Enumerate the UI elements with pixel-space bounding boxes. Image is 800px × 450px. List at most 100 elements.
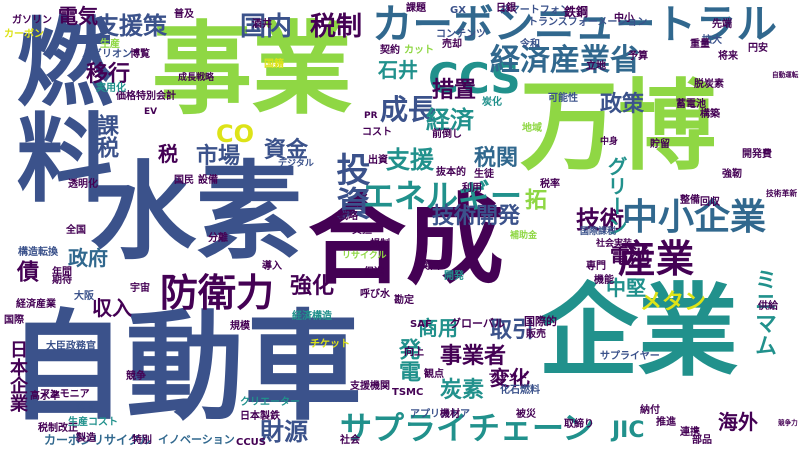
cloud-word: 向上: [404, 347, 424, 358]
cloud-word: ガソリン: [12, 15, 52, 26]
cloud-word: 地域: [522, 123, 542, 134]
cloud-word: TSMC: [392, 387, 424, 398]
cloud-word: 生徒: [474, 169, 494, 180]
cloud-word: EV: [144, 107, 158, 117]
cloud-word: CO: [216, 120, 255, 148]
cloud-word: 特別: [132, 435, 152, 446]
cloud-word: JIC: [612, 418, 645, 443]
cloud-word: 酒井: [252, 19, 272, 30]
cloud-word: 抜本的: [436, 167, 466, 178]
cloud-word: 強靭: [722, 169, 742, 180]
cloud-word: 分離: [208, 233, 228, 244]
cloud-word: 前倒し: [432, 129, 462, 140]
cloud-word: 事業者: [440, 344, 507, 369]
cloud-word: 成長: [380, 93, 437, 126]
cloud-word: 国民: [174, 175, 194, 186]
cloud-word: 博覧: [130, 49, 150, 60]
cloud-word: 供給: [758, 301, 778, 312]
cloud-word: 被災: [516, 409, 536, 420]
cloud-word: 自動車: [8, 298, 363, 436]
cloud-word: 実用化: [96, 83, 126, 94]
cloud-word: グリーン: [604, 156, 628, 236]
cloud-word: 補助金: [510, 231, 538, 241]
cloud-word: 導入: [262, 261, 282, 272]
cloud-word: 財源: [260, 418, 308, 446]
cloud-word: 機能: [594, 275, 614, 286]
cloud-word: サプライチェーン: [340, 409, 595, 447]
cloud-word: 競争力: [778, 419, 798, 427]
cloud-word: 化石燃料: [500, 385, 540, 396]
cloud-word: 経済産業: [16, 299, 56, 310]
cloud-word: 税制改正: [38, 423, 78, 434]
cloud-word: 令和: [520, 39, 540, 50]
cloud-word: 規模: [230, 321, 250, 332]
cloud-word: 社会: [340, 435, 360, 446]
cloud-word: 専門: [586, 261, 606, 272]
cloud-word: GX: [450, 5, 466, 16]
cloud-word: 技術開発: [432, 204, 521, 229]
cloud-word: 産業: [618, 237, 695, 281]
cloud-word: 販売: [526, 329, 546, 340]
cloud-word: 経済産業省: [490, 43, 640, 78]
cloud-word: 市場: [196, 144, 241, 169]
cloud-word: 鉄鋼: [564, 5, 589, 19]
cloud-word: 万博: [520, 70, 717, 184]
cloud-word: 観点: [424, 369, 444, 380]
cloud-word: 大臣政務官: [46, 341, 96, 352]
cloud-word: 拡大: [702, 35, 722, 46]
cloud-word: 成長戦略: [178, 73, 215, 83]
cloud-word: 開発: [444, 271, 464, 282]
cloud-word: サプライヤー: [600, 351, 660, 362]
cloud-word: グローバル: [450, 317, 505, 330]
cloud-word: ファンド: [488, 373, 528, 384]
cloud-word: コスト: [362, 127, 392, 138]
cloud-word: 合成: [308, 184, 505, 298]
cloud-word: 日銀: [496, 3, 516, 14]
cloud-word: 円安: [748, 43, 768, 54]
cloud-word: 中小: [614, 13, 634, 24]
cloud-word: CCUS: [236, 437, 266, 448]
cloud-word: 電池: [610, 244, 650, 268]
cloud-word: 出資: [368, 155, 388, 166]
cloud-word: 拓: [521, 188, 546, 210]
cloud-word: 税制: [310, 12, 363, 42]
cloud-word: トランスフォーメーション: [528, 17, 648, 28]
cloud-word: 経済: [426, 106, 474, 134]
cloud-word: 負担: [352, 225, 372, 236]
cloud-word: 透明化: [68, 179, 98, 190]
cloud-word: 取締り: [564, 419, 594, 430]
cloud-word: 勘定: [394, 295, 414, 306]
cloud-word: 国際課税: [580, 227, 617, 237]
cloud-word: 国際: [4, 315, 24, 326]
cloud-word: 政策: [600, 92, 645, 117]
cloud-word: 社会実装: [596, 239, 633, 249]
cloud-word: 債: [13, 260, 38, 282]
cloud-word: 脱炭素: [694, 79, 724, 90]
cloud-word: 戦略: [338, 211, 358, 222]
cloud-word: 高水準: [30, 391, 60, 402]
cloud-word: 課税: [93, 114, 118, 158]
cloud-word: 契約: [380, 45, 400, 56]
cloud-word: 呼び水: [360, 289, 390, 300]
cloud-word: カーボンニュートラル: [372, 0, 777, 48]
cloud-word: 国内: [240, 12, 293, 42]
cloud-word: 日本製鉄: [240, 411, 280, 422]
cloud-word: 資金: [264, 138, 309, 163]
cloud-word: 電気: [58, 4, 98, 28]
cloud-word: 企業: [538, 273, 738, 390]
cloud-word: 促進: [364, 267, 384, 278]
cloud-word: 納付: [640, 405, 660, 416]
cloud-word: 利用: [462, 183, 482, 194]
cloud-word: 規制: [370, 239, 390, 250]
cloud-word: リサイクル: [342, 251, 387, 261]
cloud-word: 技術革新: [766, 189, 798, 198]
cloud-word: 重量: [690, 39, 710, 50]
cloud-word: 燃料: [0, 12, 112, 204]
cloud-word: 技術: [576, 206, 624, 234]
cloud-word: 海外: [718, 410, 758, 434]
cloud-word: 全国: [66, 225, 86, 236]
cloud-word: ミニマム: [751, 268, 776, 356]
cloud-word: CCS: [428, 54, 521, 103]
cloud-word: 移行: [86, 62, 131, 87]
cloud-word: 変化: [490, 366, 530, 390]
